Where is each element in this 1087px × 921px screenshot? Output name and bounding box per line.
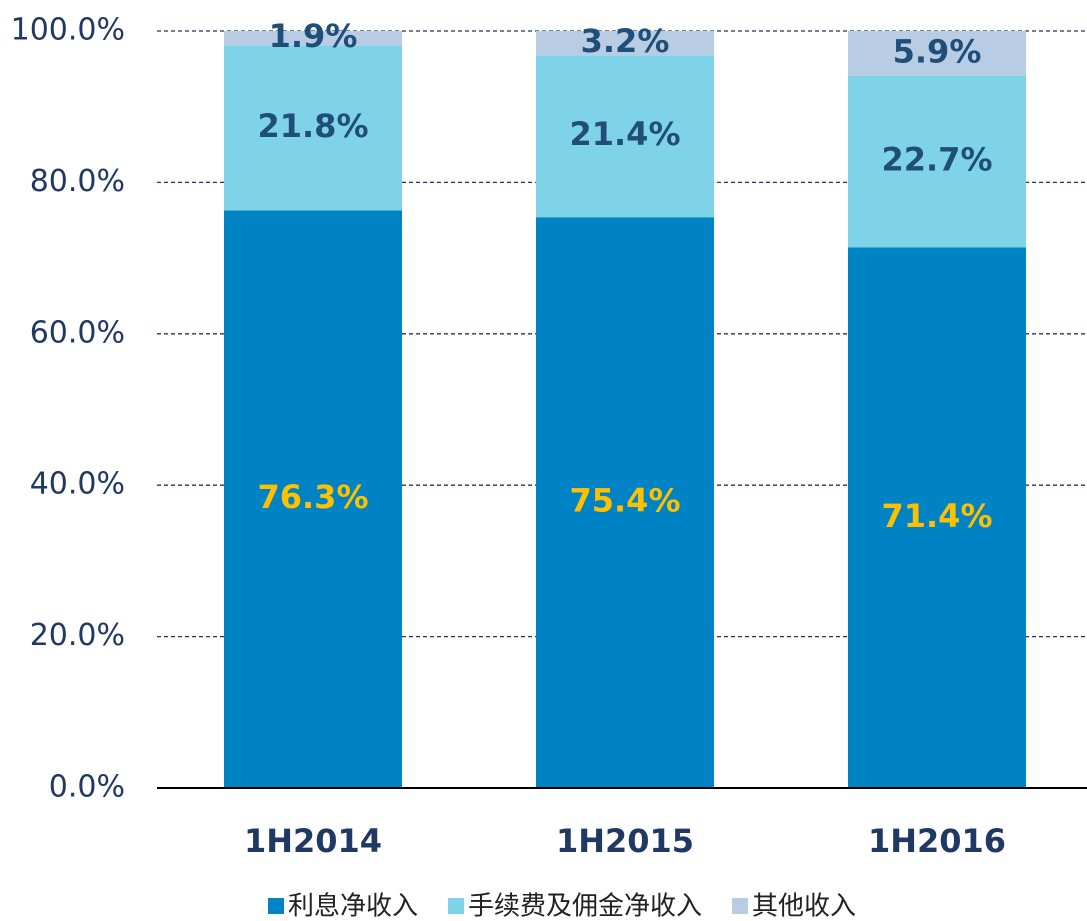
data-label: 75.4% bbox=[569, 482, 680, 520]
data-label: 22.7% bbox=[881, 141, 992, 179]
data-label: 76.3% bbox=[257, 478, 368, 516]
bar-segment bbox=[848, 31, 1026, 76]
bar-segment bbox=[224, 31, 402, 46]
data-label: 1.9% bbox=[269, 17, 358, 55]
y-tick-label: 80.0% bbox=[30, 164, 125, 199]
bar-segment bbox=[536, 31, 714, 56]
data-label: 5.9% bbox=[893, 32, 982, 70]
data-label: 21.4% bbox=[569, 115, 680, 153]
y-tick-label: 100.0% bbox=[11, 13, 125, 48]
bar-segment bbox=[224, 45, 402, 211]
legend-label: 其他收入 bbox=[752, 892, 856, 921]
legend-swatch bbox=[268, 898, 284, 914]
bar-segment bbox=[848, 75, 1026, 248]
y-tick-label: 0.0% bbox=[49, 770, 125, 805]
bar-segment bbox=[536, 55, 714, 218]
data-label: 71.4% bbox=[881, 497, 992, 535]
legend-swatch bbox=[732, 898, 749, 914]
legend-label: 手续费及佣金净收入 bbox=[468, 892, 702, 921]
x-tick-label: 1H2016 bbox=[868, 822, 1006, 860]
x-tick-label: 1H2014 bbox=[244, 822, 382, 860]
data-label: 3.2% bbox=[581, 22, 670, 60]
x-tick-label: 1H2015 bbox=[556, 822, 694, 860]
bar-segment bbox=[536, 217, 714, 789]
y-tick-label: 60.0% bbox=[30, 315, 125, 350]
legend-label: 利息净收入 bbox=[288, 892, 418, 921]
bar-segment bbox=[848, 247, 1026, 788]
y-tick-label: 40.0% bbox=[30, 467, 125, 502]
legend-swatch bbox=[448, 898, 465, 914]
y-tick-label: 20.0% bbox=[30, 618, 125, 653]
bar-segment bbox=[224, 210, 402, 788]
data-label: 21.8% bbox=[257, 107, 368, 145]
